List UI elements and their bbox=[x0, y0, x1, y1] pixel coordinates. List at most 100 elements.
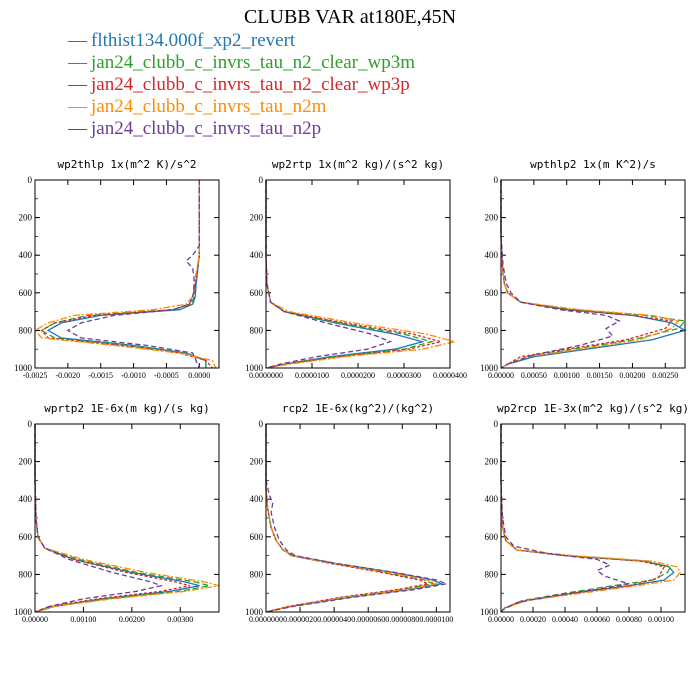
plot-frame bbox=[500, 179, 686, 369]
y-tick-label: 800 bbox=[250, 569, 264, 579]
panel-1: wp2thlp 1x(m^2 K)/s^202004006008001000-0… bbox=[14, 158, 220, 380]
x-tick-label: 0.0000100 bbox=[295, 371, 329, 380]
x-tick-label: -0.0010 bbox=[121, 371, 146, 380]
y-tick-label: 400 bbox=[250, 250, 264, 260]
series-line-1 bbox=[500, 180, 687, 369]
x-tick-label: 0.0000 bbox=[188, 371, 210, 380]
x-tick-label: 0.0000000 bbox=[249, 371, 283, 380]
x-tick-label: 0.0000300 bbox=[387, 371, 421, 380]
y-tick-label: 0 bbox=[28, 175, 33, 185]
legend-item: — jan24_clubb_c_invrs_tau_n2_clear_wp3m bbox=[68, 52, 415, 74]
series-line-5 bbox=[500, 180, 621, 369]
panel-title: wp2rcp 1E-3x(m^2 kg)/(s^2 kg) bbox=[497, 402, 689, 415]
series-line-4 bbox=[34, 424, 220, 613]
x-tick-label: 0.0000400 bbox=[433, 371, 467, 380]
y-tick-label: 600 bbox=[485, 532, 499, 542]
series-line-4 bbox=[500, 180, 680, 369]
legend-label: flthist134.000f_xp2_revert bbox=[91, 30, 296, 51]
x-tick-label: 0.0000060 bbox=[351, 615, 385, 624]
x-tick-label: -0.0020 bbox=[56, 371, 81, 380]
legend-line-icon: — bbox=[68, 96, 87, 117]
y-tick-label: 0 bbox=[259, 175, 264, 185]
series-line-5 bbox=[66, 180, 200, 369]
y-tick-label: 0 bbox=[494, 175, 499, 185]
x-tick-label: -0.0025 bbox=[23, 371, 48, 380]
plot-frame bbox=[265, 179, 451, 369]
page-title: CLUBB VAR at180E,45N bbox=[243, 6, 457, 28]
x-tick-label: 0.00300 bbox=[167, 615, 193, 624]
plot-frame bbox=[34, 179, 220, 369]
y-tick-label: 600 bbox=[250, 532, 264, 542]
series-line-4 bbox=[500, 424, 681, 613]
panel-title: wprtp2 1E-6x(m kg)/(s kg) bbox=[44, 402, 210, 415]
series-line-1 bbox=[265, 180, 425, 369]
legend-line-icon: — bbox=[68, 118, 87, 139]
panel-title: wp2thlp 1x(m^2 K)/s^2 bbox=[57, 158, 196, 171]
x-tick-label: 0.00020 bbox=[520, 615, 546, 624]
series-line-1 bbox=[34, 424, 200, 613]
y-tick-label: 800 bbox=[19, 569, 33, 579]
y-tick-label: 200 bbox=[250, 457, 264, 467]
legend-line-icon: — bbox=[68, 30, 87, 51]
y-tick-label: 1000 bbox=[14, 607, 33, 617]
x-tick-label: 0.00200 bbox=[619, 371, 645, 380]
legend-item: — jan24_clubb_c_invrs_tau_n2m bbox=[68, 96, 415, 118]
x-tick-label: 0.00000 bbox=[488, 371, 514, 380]
legend-item: — jan24_clubb_c_invrs_tau_n2p bbox=[68, 118, 415, 140]
legend: — flthist134.000f_xp2_revert — jan24_clubb_… bbox=[68, 30, 415, 140]
series-line-2 bbox=[265, 180, 435, 369]
legend-label: jan24_clubb_c_invrs_tau_n2_clear_wp3p bbox=[91, 74, 410, 95]
y-tick-label: 800 bbox=[485, 569, 499, 579]
y-tick-label: 400 bbox=[250, 494, 264, 504]
series-line-3 bbox=[265, 424, 431, 613]
panel-4: wprtp2 1E-6x(m kg)/(s kg) 0 200 400 600 800 10… bbox=[14, 402, 220, 624]
x-tick-label: 0.00050 bbox=[521, 371, 547, 380]
y-tick-label: 1000 bbox=[245, 607, 264, 617]
y-tick-label: 0 bbox=[28, 419, 33, 429]
x-tick-label: 0.00040 bbox=[552, 615, 578, 624]
panel-6: wp2rcp 1E-3x(m^2 kg)/(s^2 kg) 0 200 400 600 8… bbox=[480, 402, 689, 624]
y-tick-label: 600 bbox=[485, 288, 499, 298]
series-line-3 bbox=[265, 180, 441, 369]
y-tick-label: 1000 bbox=[480, 363, 499, 373]
x-tick-label: -0.0005 bbox=[154, 371, 179, 380]
y-tick-label: 800 bbox=[485, 325, 499, 335]
series-line-3 bbox=[34, 424, 191, 613]
panel-3: wpthlp2 1x(m K^2)/s020040060080010000.00… bbox=[480, 158, 687, 380]
y-tick-label: 1000 bbox=[480, 607, 499, 617]
legend-label: jan24_clubb_c_invrs_tau_n2p bbox=[91, 118, 322, 139]
x-tick-label: 0.00060 bbox=[584, 615, 610, 624]
y-tick-label: 800 bbox=[250, 325, 264, 335]
legend-line-icon: — bbox=[68, 74, 87, 95]
y-tick-label: 200 bbox=[19, 213, 33, 223]
y-tick-label: 400 bbox=[19, 494, 33, 504]
x-tick-label: 0.0000080 bbox=[385, 615, 419, 624]
x-tick-label: 0.00100 bbox=[70, 615, 96, 624]
y-tick-label: 400 bbox=[19, 250, 33, 260]
panel-title: wp2rtp 1x(m^2 kg)/(s^2 kg) bbox=[272, 158, 444, 171]
x-tick-label: 0.0000020 bbox=[283, 615, 317, 624]
series-line-5 bbox=[265, 424, 450, 613]
y-tick-label: 0 bbox=[259, 419, 264, 429]
x-tick-label: 0.0000000 bbox=[249, 615, 283, 624]
y-tick-label: 200 bbox=[250, 213, 264, 223]
plot-frame bbox=[34, 423, 220, 613]
plot-frame bbox=[500, 423, 686, 613]
y-tick-label: 200 bbox=[485, 457, 499, 467]
x-tick-label: 0.00150 bbox=[587, 371, 613, 380]
x-tick-label: 0.00200 bbox=[119, 615, 145, 624]
x-tick-label: 0.00000 bbox=[22, 615, 48, 624]
y-tick-label: 400 bbox=[485, 494, 499, 504]
series-line-5 bbox=[34, 424, 164, 613]
panel-title: rcp2 1E-6x(kg^2)/(kg^2) bbox=[282, 402, 434, 415]
x-tick-label: 0.0000100 bbox=[419, 615, 453, 624]
series-line-4 bbox=[33, 180, 217, 369]
series-line-4 bbox=[265, 424, 439, 613]
series-line-5 bbox=[500, 424, 630, 613]
x-tick-label: 0.00000 bbox=[488, 615, 514, 624]
x-tick-label: 0.00100 bbox=[554, 371, 580, 380]
legend-item: — jan24_clubb_c_invrs_tau_n2_clear_wp3p bbox=[68, 74, 415, 96]
plot-frame bbox=[265, 423, 451, 613]
y-tick-label: 800 bbox=[19, 325, 33, 335]
